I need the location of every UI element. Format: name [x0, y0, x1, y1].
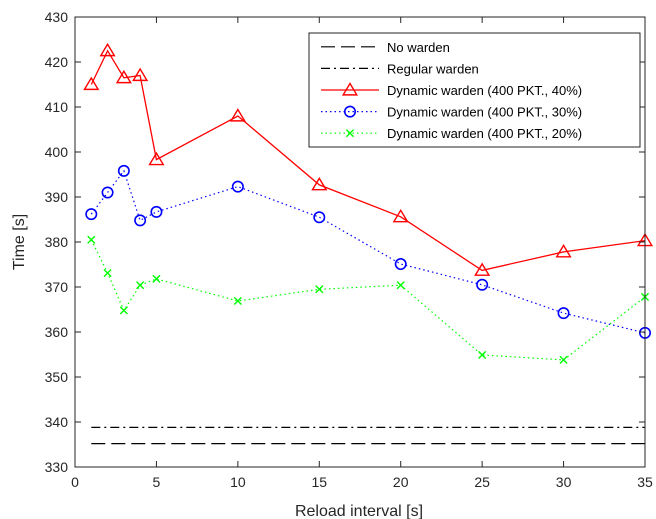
y-tick-label: 370 [45, 279, 69, 295]
data-point [557, 307, 570, 320]
legend-item: No warden [321, 40, 450, 55]
x-tick-label: 10 [230, 474, 246, 490]
series-layer [83, 42, 654, 445]
data-point [134, 214, 147, 227]
legend-item: Dynamic warden (400 PKT., 30%) [321, 105, 582, 120]
legend-label: Dynamic warden (400 PKT., 30%) [387, 105, 582, 120]
x-axis-label: Reload interval [s] [295, 503, 423, 519]
legend-marker [343, 105, 356, 118]
y-tick-label: 430 [45, 9, 69, 25]
series-3 [83, 42, 654, 276]
legend-label: Regular warden [387, 61, 479, 76]
data-point [115, 69, 132, 84]
legend-label: No warden [387, 40, 450, 55]
data-point [150, 205, 163, 218]
y-tick-label: 380 [45, 234, 69, 250]
data-point [555, 244, 572, 258]
data-point [83, 76, 100, 91]
x-tick-label: 0 [71, 474, 79, 490]
data-point [229, 108, 246, 122]
y-tick-label: 360 [45, 324, 69, 340]
data-point [152, 274, 161, 283]
data-point [313, 211, 326, 224]
data-point [559, 355, 568, 364]
legend-label: Dynamic warden (400 PKT., 20%) [387, 126, 582, 141]
data-point [478, 350, 487, 360]
legend-item: Regular warden [321, 61, 479, 76]
y-tick-label: 350 [45, 369, 69, 385]
legend-item: Dynamic warden (400 PKT., 40%) [321, 82, 582, 98]
data-point [132, 67, 149, 82]
legend-item: Dynamic warden (400 PKT., 20%) [321, 126, 582, 141]
y-tick-label: 390 [45, 189, 69, 205]
legend-label: Dynamic warden (400 PKT., 40%) [387, 83, 582, 98]
data-point [315, 285, 324, 294]
data-point [394, 258, 407, 271]
x-tick-label: 20 [393, 474, 409, 490]
data-point [396, 281, 405, 290]
data-point [99, 42, 116, 57]
series-5 [87, 235, 650, 364]
series-line [90, 239, 646, 361]
data-point [392, 208, 409, 223]
legend-marker [345, 129, 355, 138]
data-point [474, 262, 491, 276]
legend-marker [341, 82, 359, 96]
y-tick-label: 400 [45, 144, 69, 160]
data-point [231, 180, 244, 193]
x-tick-label: 15 [311, 474, 327, 490]
y-tick-label: 420 [45, 54, 69, 70]
data-point [119, 306, 128, 315]
data-point [87, 235, 96, 244]
y-tick-label: 340 [45, 414, 69, 430]
data-point [476, 278, 489, 291]
y-axis-label: Time [s] [11, 214, 28, 270]
axes-layer: 0 5 10 15 20 25 30 35 330 340 350 360 370 380 390 400 41… [45, 9, 653, 490]
x-tick-label: 35 [637, 474, 653, 490]
data-point [136, 281, 145, 290]
data-point [117, 164, 130, 177]
legend: No warden Regular warden Dynamic warden (4… [308, 32, 641, 148]
x-tick-label: 30 [556, 474, 572, 490]
data-point [103, 268, 112, 278]
data-point [148, 151, 165, 166]
data-point [101, 186, 114, 199]
data-point [233, 296, 242, 306]
y-tick-label: 330 [45, 459, 69, 475]
series-line [90, 49, 646, 272]
series-line [90, 169, 646, 334]
x-tick-label: 25 [474, 474, 490, 490]
y-tick-label: 410 [45, 99, 69, 115]
data-point [85, 208, 98, 221]
x-tick-label: 5 [153, 474, 161, 490]
data-point [311, 176, 328, 191]
